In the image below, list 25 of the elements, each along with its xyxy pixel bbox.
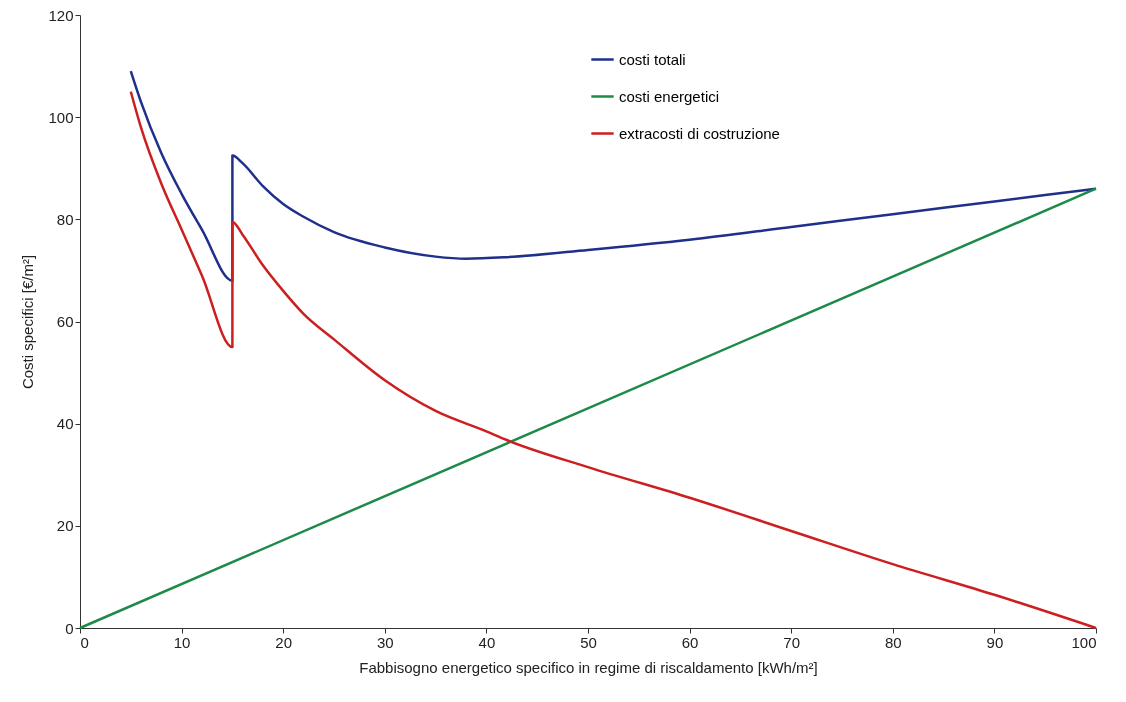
x-tick-label: 100 bbox=[1071, 633, 1097, 651]
legend-label: costi totali bbox=[619, 50, 686, 68]
y-tick-label: 20 bbox=[56, 517, 74, 535]
y-tick-label: 60 bbox=[56, 313, 74, 330]
y-axis-title: Costi specifici [€/m²] bbox=[19, 254, 37, 390]
x-tick-label: 20 bbox=[275, 633, 293, 651]
x-tick-label: 70 bbox=[783, 633, 801, 651]
line-series bbox=[129, 69, 1098, 282]
x-tick-label: 90 bbox=[986, 633, 1004, 651]
y-tick-label: 40 bbox=[56, 415, 74, 433]
x-tick-label: 50 bbox=[580, 633, 597, 651]
y-tick-label: 0 bbox=[65, 619, 74, 637]
y-tick-label: 80 bbox=[56, 210, 74, 228]
x-tick-label: 60 bbox=[681, 633, 699, 651]
x-axis-title: Fabbisogno energetico specifico in regime di riscaldamento [kWh/m²] bbox=[359, 658, 818, 676]
x-tick-label: 10 bbox=[173, 633, 191, 651]
line-series bbox=[129, 90, 1098, 630]
legend-label: costi energetici bbox=[619, 87, 720, 105]
x-tick-label: 30 bbox=[376, 633, 394, 651]
y-tick-label: 120 bbox=[48, 6, 74, 24]
y-tick-label: 100 bbox=[48, 108, 74, 126]
x-tick-label: 80 bbox=[884, 633, 902, 651]
x-tick-label: 0 bbox=[80, 633, 89, 651]
x-tick-label: 40 bbox=[478, 633, 496, 651]
legend-label: extracosti di costruzione bbox=[619, 124, 780, 142]
